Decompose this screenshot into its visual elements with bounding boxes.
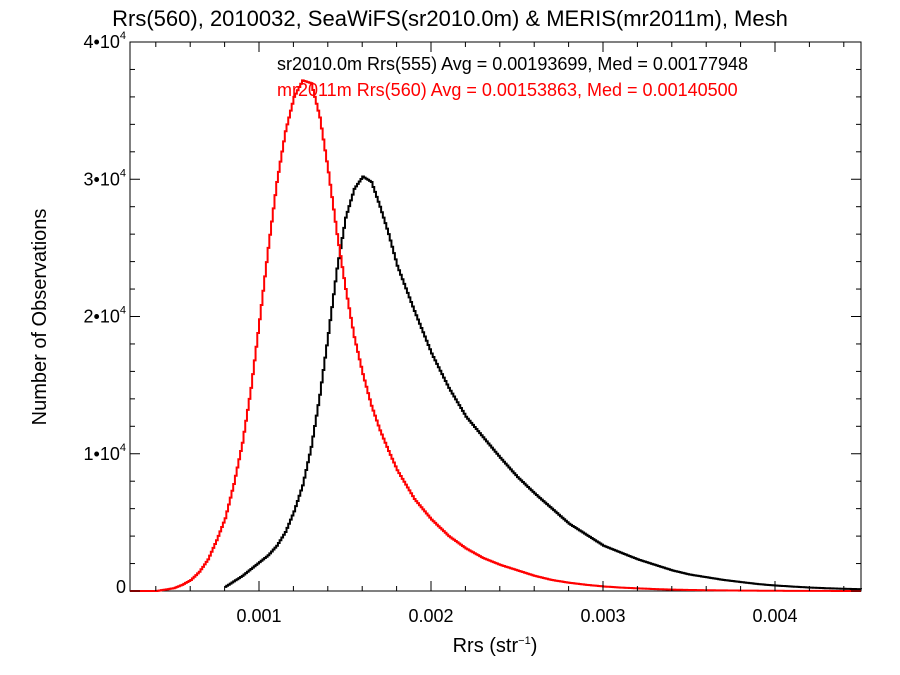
x-tick-label: 0.002 <box>408 606 453 626</box>
x-axis-label-base: Rrs (str <box>453 635 519 657</box>
y-tick-label: 4•104 <box>84 30 126 52</box>
legend-entry-mr2011: mr2011m Rrs(560) Avg = 0.00153863, Med =… <box>277 80 738 100</box>
plot-frame <box>129 41 862 592</box>
series-sr2010-histogram <box>224 175 862 591</box>
legend-entry-sr2010: sr2010.0m Rrs(555) Avg = 0.00193699, Med… <box>277 54 748 74</box>
legend: sr2010.0m Rrs(555) Avg = 0.00193699, Med… <box>277 54 748 100</box>
x-tick-label: 0.001 <box>236 606 281 626</box>
x-tick-label: 0.004 <box>752 606 797 626</box>
y-tick-label: 1•104 <box>84 442 126 464</box>
x-axis-label-close: ) <box>531 635 538 657</box>
series-layer <box>130 79 862 592</box>
x-tick-label: 0.003 <box>580 606 625 626</box>
y-tick-label: 2•104 <box>84 305 126 327</box>
x-axis-label-superscript: −1 <box>518 635 531 647</box>
x-axis-label: Rrs (str−1) <box>453 635 538 657</box>
y-tick-label: 0 <box>116 577 126 597</box>
y-axis-label: Number of Observations <box>29 209 51 426</box>
tick-layer: 0.001 0.002 0.003 0.004 0 1•104 2•104 3•104 4•10… <box>84 30 861 626</box>
chart-title: Rrs(560), 2010032, SeaWiFS(sr2010.0m) & … <box>112 6 788 31</box>
y-tick-label: 3•104 <box>84 167 126 189</box>
series-mr2011-histogram <box>130 79 861 592</box>
